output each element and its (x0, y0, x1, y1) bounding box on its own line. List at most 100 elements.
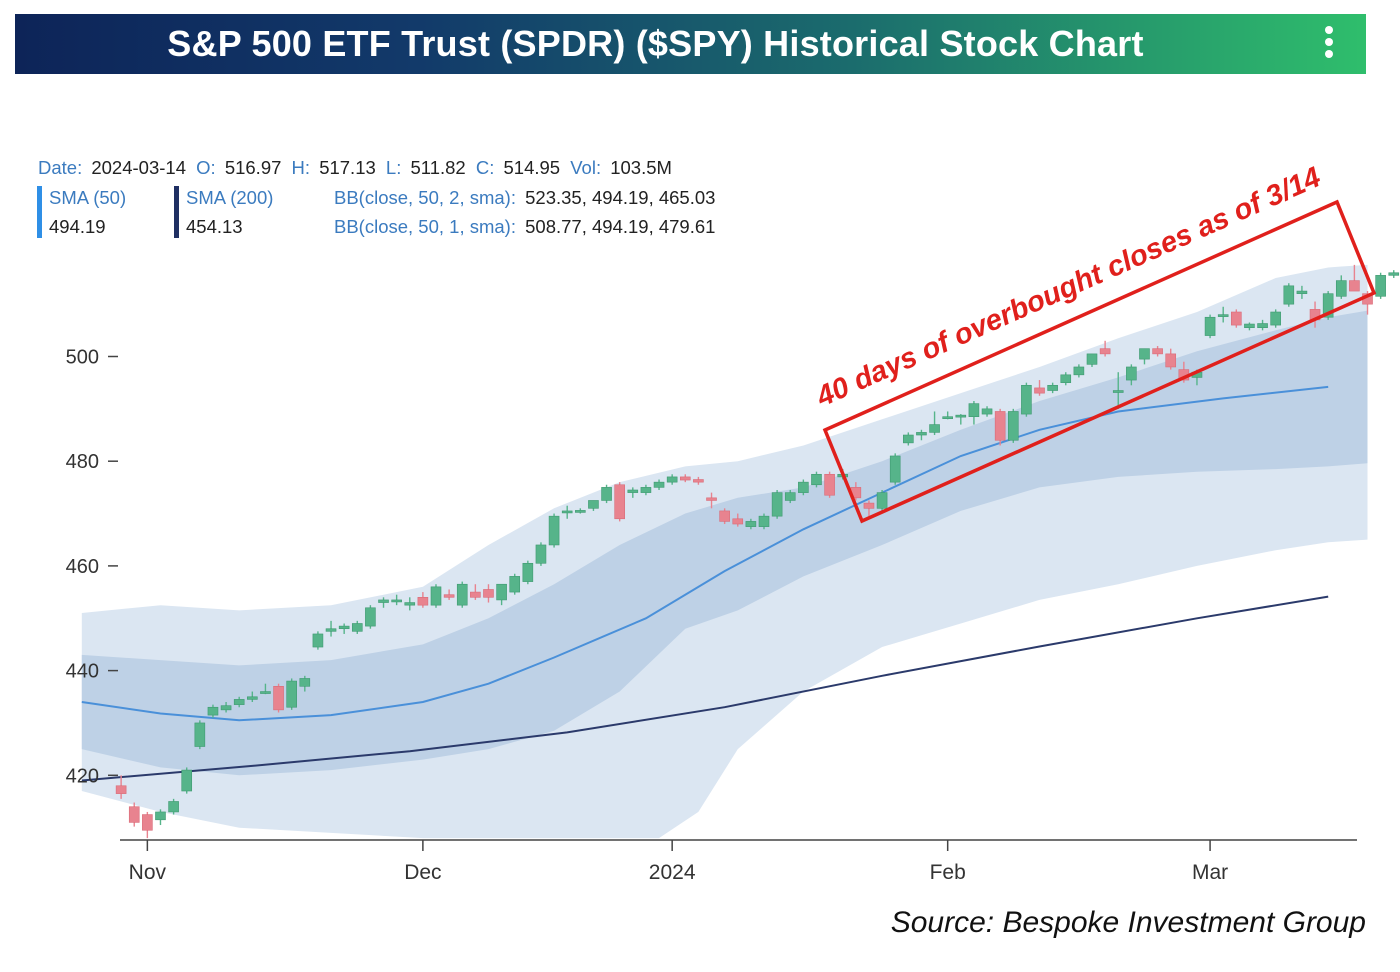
candle-body (483, 589, 494, 598)
candle-body (916, 432, 927, 436)
page-title: S&P 500 ETF Trust (SPDR) ($SPY) Historic… (167, 23, 1144, 64)
candle (1073, 364, 1085, 378)
legend-close-value: 514.95 (504, 157, 561, 178)
candle-body (889, 455, 901, 483)
candle-body (1086, 353, 1098, 365)
candle-body (1099, 348, 1111, 355)
candle-body (286, 680, 297, 708)
candle (693, 476, 704, 485)
legend-open-label: O: (196, 157, 216, 178)
candle (994, 408, 1006, 446)
candle (1139, 348, 1150, 365)
legend-low-label: L: (386, 157, 401, 178)
candle-body (601, 487, 612, 501)
vertical-ellipsis-icon[interactable] (1322, 26, 1336, 64)
candle (1335, 275, 1347, 299)
candle-body (640, 487, 652, 493)
candle (1047, 382, 1058, 394)
candle-body (1152, 348, 1163, 355)
candle (732, 513, 744, 527)
candle (496, 583, 507, 606)
candle-body (994, 411, 1006, 441)
candle-body (194, 722, 206, 747)
candle (784, 489, 796, 504)
legend-high-value: 517.13 (319, 157, 376, 178)
sma200-swatch (174, 186, 179, 238)
bb1-value: 508.77, 494.19, 479.61 (525, 216, 715, 237)
candle (142, 811, 153, 839)
candle (194, 720, 206, 750)
candle-body (666, 476, 678, 483)
candle (1231, 309, 1242, 328)
candle (1165, 348, 1177, 370)
candle (876, 489, 888, 511)
candle-body (1060, 374, 1072, 383)
candle (417, 592, 429, 608)
candle (443, 589, 455, 600)
candle (260, 683, 271, 695)
candle (929, 411, 940, 436)
candle (614, 482, 625, 522)
candle (1007, 408, 1019, 443)
candle (207, 704, 219, 718)
candle-body (784, 492, 796, 501)
y-tick-label: 460 (66, 556, 99, 578)
candle (325, 620, 337, 637)
bollinger-bands (81, 264, 1368, 839)
candle-body (1047, 384, 1058, 391)
candle-body (168, 801, 179, 813)
sma50-line (81, 385, 1329, 722)
candle-body (1296, 290, 1308, 294)
candle (233, 696, 245, 708)
candle (719, 508, 730, 525)
candle-body (811, 473, 822, 486)
candle-body (338, 625, 350, 630)
x-axis: Nov Dec 2024 Feb Mar (129, 840, 1228, 884)
candle-body (758, 515, 770, 527)
candle (351, 620, 363, 634)
candle (758, 513, 770, 530)
candle (522, 560, 534, 585)
candle-body (575, 510, 586, 513)
candle (273, 683, 284, 713)
candle-body (798, 481, 809, 493)
candle (666, 474, 678, 485)
candle-body (719, 510, 730, 522)
candle (916, 429, 927, 441)
candle (365, 605, 376, 629)
candle (627, 487, 639, 498)
candle-body (1034, 387, 1045, 394)
candle (575, 508, 586, 514)
candle-body (561, 510, 573, 514)
y-tick-label: 440 (66, 661, 99, 683)
candle-body (1335, 280, 1347, 297)
legend-vol-label: Vol: (570, 157, 601, 178)
svg-text:BB(close, 50, 2, sma): 5: BB(close, 50, 2, sma): 523.35, 494.19, 4… (334, 187, 715, 208)
candle-body (1007, 411, 1019, 441)
y-tick-label: 500 (66, 347, 99, 369)
candle (968, 400, 980, 425)
candle (955, 414, 967, 425)
svg-text:Date: 2024-03-14 O: Date: 2024-03-14 O: 516.97 H: 517.13 L: … (38, 157, 672, 178)
bb1-label: BB(close, 50, 1, sma): (334, 216, 516, 237)
candle (903, 432, 914, 446)
candle (706, 492, 717, 509)
candle (247, 691, 258, 703)
candle (483, 584, 494, 603)
candle (430, 584, 442, 608)
candle (168, 798, 179, 815)
candle (771, 489, 783, 519)
candle-body (745, 521, 757, 527)
candle-body (535, 544, 547, 564)
candle-body (273, 686, 284, 711)
x-tick-label: Nov (129, 861, 167, 884)
candle-body (1375, 275, 1386, 297)
candle (653, 479, 665, 490)
sma50-label: SMA (50) (49, 187, 126, 208)
candle-body (496, 583, 507, 601)
candle-body (1244, 323, 1255, 329)
candle (863, 500, 875, 517)
legend-close-label: C: (476, 157, 495, 178)
candle-body (312, 633, 324, 648)
legend-date-value: 2024-03-14 (91, 157, 186, 178)
